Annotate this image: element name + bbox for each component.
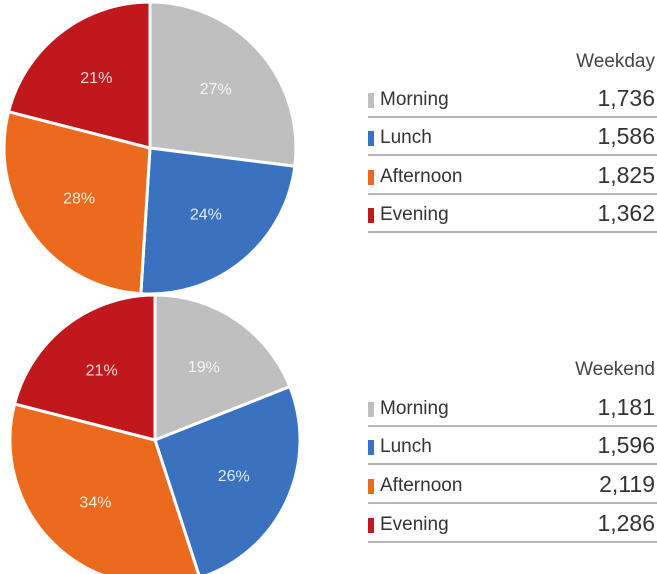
pie-slice: [153, 293, 292, 443]
legend-name: Evening: [380, 514, 449, 535]
legend-swatch: [368, 93, 374, 108]
legend-swatch: [368, 518, 374, 533]
legend-swatch: [368, 440, 374, 455]
legend-name: Evening: [380, 204, 449, 225]
slice-value: 21: [80, 70, 98, 87]
legend-swatch: [368, 208, 374, 223]
legend-count: 1,596: [597, 432, 655, 458]
legend-swatch: [368, 479, 374, 494]
slice-label: 27%: [200, 81, 232, 98]
pie-slice: [148, 0, 298, 168]
legend-count: 1,736: [597, 85, 655, 111]
slice-label: 26%: [218, 468, 250, 485]
legend-swatch: [368, 131, 374, 146]
slice-value: 34: [79, 495, 97, 512]
slice-label: 21%: [80, 70, 112, 87]
slice-value: 28: [63, 191, 81, 208]
legend-name: Lunch: [380, 436, 432, 457]
pie-slice: [12, 293, 157, 442]
slice-value: 24: [190, 207, 208, 224]
legend-name: Afternoon: [380, 166, 462, 187]
slice-value: 19: [188, 359, 206, 376]
pie-slice: [139, 146, 297, 296]
slice-label: 28%: [63, 191, 95, 208]
legend-header: Weekday: [576, 51, 655, 72]
legend-count: 1,181: [597, 394, 655, 420]
legend-count: 1,286: [597, 510, 655, 536]
legend-name: Lunch: [380, 127, 432, 148]
legend-count: 1,362: [597, 200, 655, 226]
pie-slice: [6, 0, 152, 150]
slice-label: 24%: [190, 207, 222, 224]
slice-value: 26: [218, 468, 236, 485]
slice-label: 19%: [188, 359, 220, 376]
pie-slice: [8, 402, 201, 574]
legend-count: 1,825: [597, 162, 655, 188]
slice-label: 21%: [86, 362, 118, 379]
slice-value: 27: [200, 81, 218, 98]
legend-header: Weekend: [575, 359, 655, 380]
pie-slice: [2, 109, 152, 296]
legend-count: 2,119: [599, 471, 655, 497]
slice-value: 21: [86, 362, 104, 379]
legend-swatch: [368, 402, 374, 417]
pie-slice: [153, 384, 302, 574]
legend-name: Morning: [380, 89, 449, 110]
legend-swatch: [368, 170, 374, 185]
legend-name: Afternoon: [380, 475, 462, 496]
slice-label: 34%: [79, 495, 111, 512]
legend-name: Morning: [380, 398, 449, 419]
legend-count: 1,586: [597, 123, 655, 149]
